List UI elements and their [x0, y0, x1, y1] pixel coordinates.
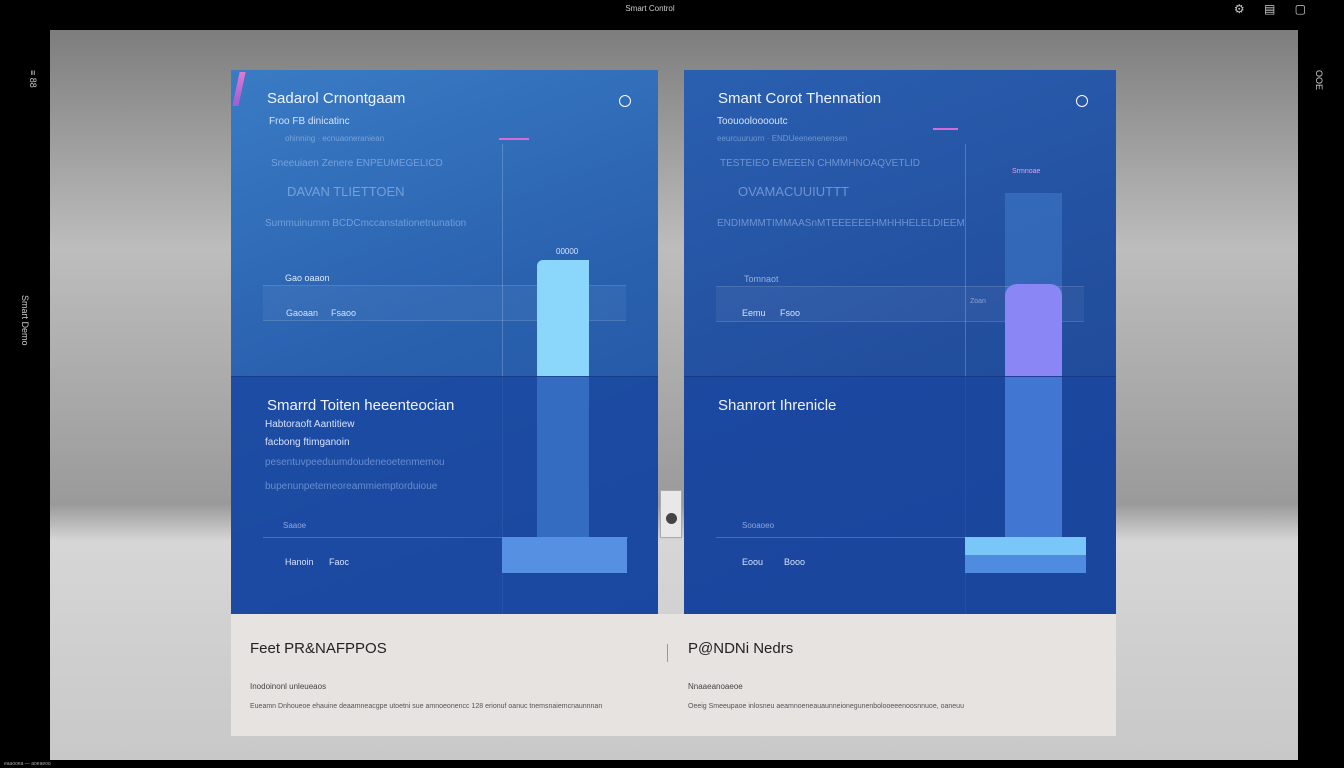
card-smart-thermostat: Smant Corot Thennation Toouoolooooutc ee…	[684, 70, 1116, 614]
row-label: Saaoe	[283, 521, 306, 531]
left-bar-label: ≡ 88	[20, 70, 38, 88]
divider	[667, 644, 668, 662]
chart-bar-shadow	[537, 377, 589, 537]
row-label: Gao oaaon	[285, 273, 330, 284]
footer-title: Feet PR&NAFPPOS	[250, 640, 387, 657]
bottom-bar: eaaooea — aoeaeoo	[0, 760, 1344, 768]
knob-icon	[666, 513, 677, 524]
left-bar-mid-label: Smart Demo	[20, 295, 30, 346]
card-text: Sneeuiaen Zenere ENPEUMEGELICD	[271, 158, 443, 170]
footer-panel: Feet PR&NAFPPOS Inodoinonl unleueaos Eue…	[231, 614, 1116, 736]
bar-label: Srmnoae	[1012, 167, 1040, 176]
row-label: Tomnaot	[744, 274, 779, 285]
card-text: eeurcuuruorn · ENDUeenenenensen	[717, 134, 847, 144]
panel-text: pesentuvpeeduumdoudeneoetenmemou	[265, 457, 445, 469]
panel-title: Shanrort Ihrenicle	[718, 397, 836, 414]
marker	[933, 128, 958, 130]
left-bar: ≡ 88 Smart Demo	[0, 30, 50, 760]
row-value: Zoan	[970, 297, 986, 306]
row-label: Eoou	[742, 557, 763, 568]
chart-bar-base	[502, 537, 627, 573]
row-value: Booo	[784, 557, 805, 568]
panel-text: bupenunpetemeoreammiemptorduioue	[265, 481, 437, 493]
footer-title: P@NDNi Nedrs	[688, 640, 793, 657]
card-lower-panel: Smarrd Toiten heeenteocian Habtoraoft Aa…	[231, 376, 658, 614]
chart-bar-base	[965, 555, 1086, 573]
row-value: Fsoo	[780, 308, 800, 319]
row-label: Hanoin	[285, 557, 314, 568]
footer-subtitle: Nnaaeanoaeoe	[688, 682, 743, 692]
card-smart-control: Sadarol Crnontgaam Froo FB dinicatinc oh…	[231, 70, 658, 614]
row-label: Eemu	[742, 308, 766, 319]
right-bar: OOE	[1298, 30, 1344, 760]
window-title: Smart Control	[590, 4, 710, 14]
slider-handle[interactable]	[660, 490, 682, 538]
card-subtitle: Toouoolooooutc	[717, 116, 788, 128]
chart-bar-base	[965, 537, 1086, 555]
card-subtitle: Froo FB dinicatinc	[269, 116, 350, 128]
radio-icon[interactable]	[619, 95, 631, 107]
card-text: Summuinumm BCDCmccanstationetnunation	[265, 218, 466, 230]
top-bar: Smart Control ⚙ ▤ ▢	[0, 0, 1344, 30]
radio-icon[interactable]	[1076, 95, 1088, 107]
panel-subtitle: facbong ftimganoin	[265, 437, 350, 449]
card-text: ENDIMMMTIMMAASnMTEEEEEEHMHHHELELDIEEM	[717, 218, 965, 230]
right-bar-label: OOE	[1314, 70, 1324, 90]
row-value: Fsaoo	[331, 308, 356, 319]
footer-text: Oeeig Smeeupaoe inlosneu aeamnoeneauaunn…	[688, 702, 964, 711]
card-lower-panel: Shanrort Ihrenicle Sooaoeo Eoou Booo	[684, 376, 1116, 614]
footer-text: Eueamn Dnhoueoe ehauine deaamneacgpe uto…	[250, 702, 602, 711]
row-value: Faoc	[329, 557, 349, 568]
window-controls-icon[interactable]: ⚙ ▤ ▢	[1234, 2, 1314, 16]
marker	[499, 138, 529, 140]
panel-title: Smarrd Toiten heeenteocian	[267, 397, 454, 414]
card-title: Smant Corot Thennation	[718, 90, 881, 107]
row-label: Gaoaan	[286, 308, 318, 319]
card-text: OVAMACUUIUTTT	[738, 184, 849, 199]
card-text: DAVAN TLIETTOEN	[287, 184, 405, 199]
card-text: TESTEIEO EMEEEN CHMMHNOAQVETLID	[720, 158, 920, 170]
footer-subtitle: Inodoinonl unleueaos	[250, 682, 326, 692]
card-text: ohinning · ecnuaoneraniean	[285, 134, 384, 144]
card-title: Sadarol Crnontgaam	[267, 90, 405, 107]
panel-subtitle: Habtoraoft Aantitiew	[265, 419, 355, 431]
chart-bar-shadow	[1005, 377, 1062, 537]
bar-label: 00000	[556, 247, 578, 257]
row-label: Sooaoeo	[742, 521, 774, 531]
